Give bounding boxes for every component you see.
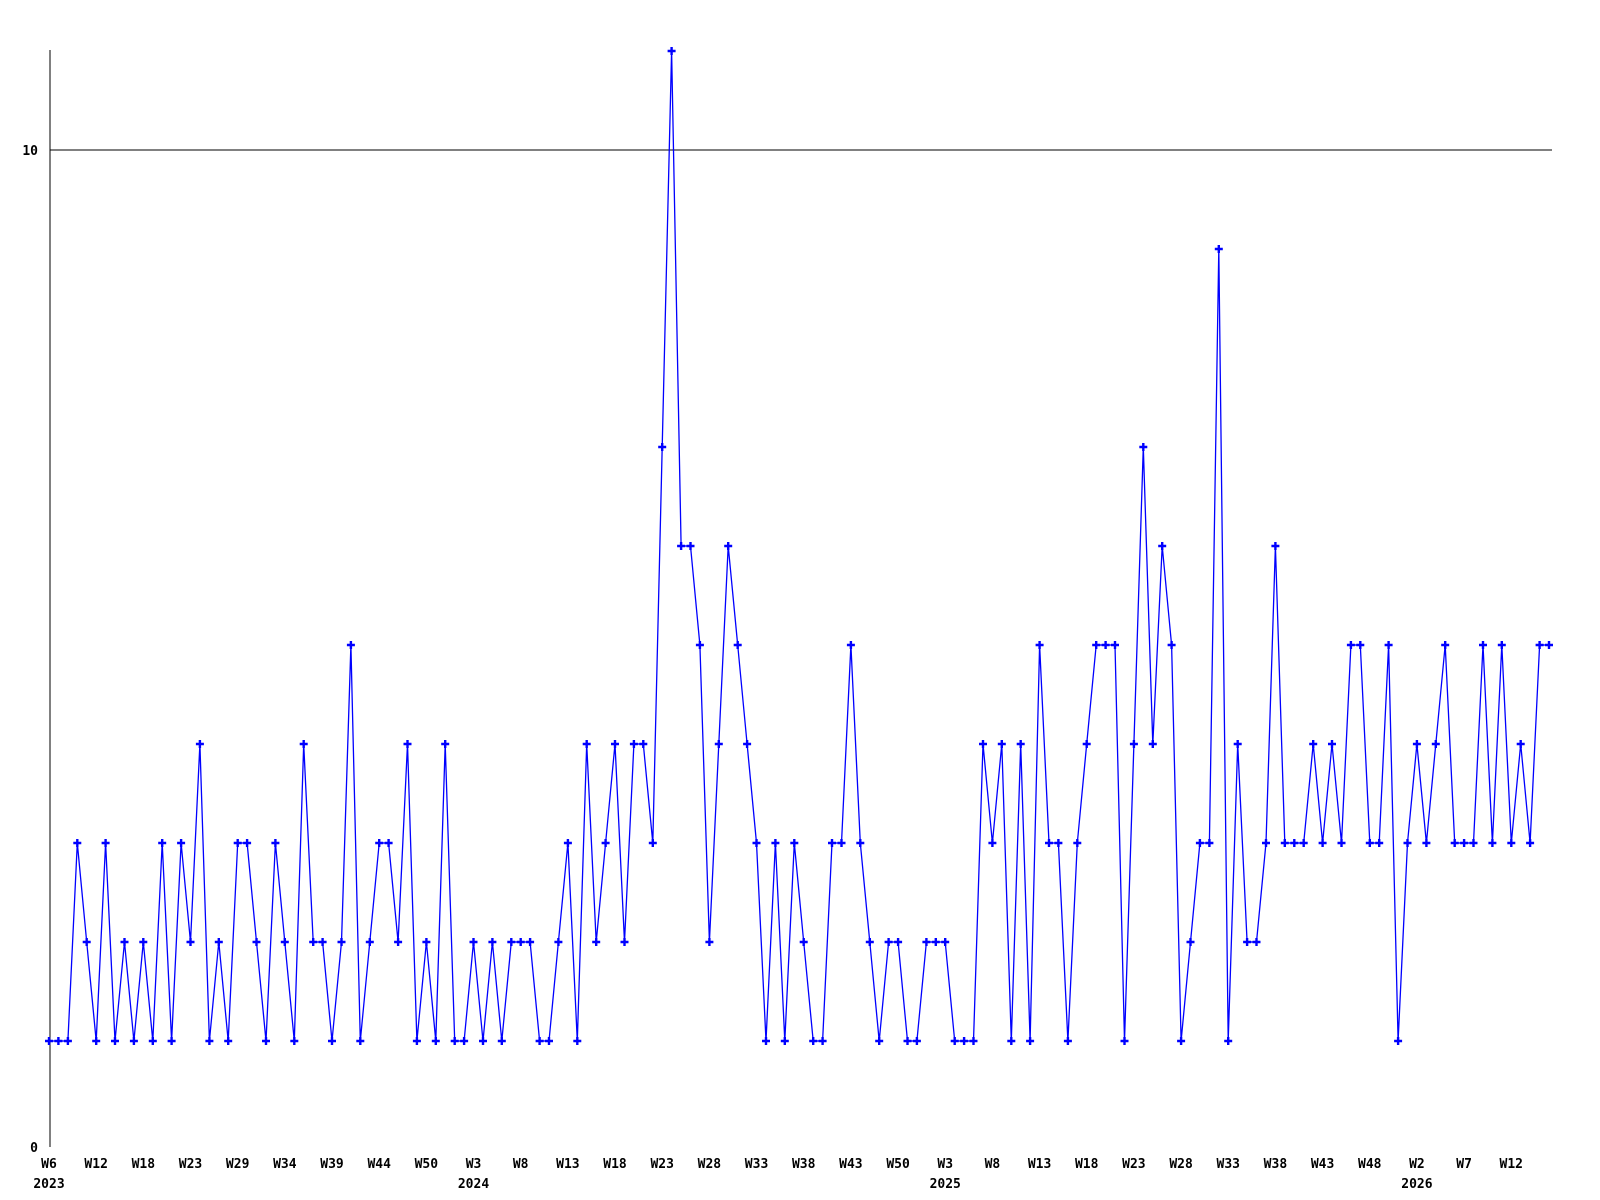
y-tick-label: 0 [30,1141,38,1156]
x-tick-label: W28 [1169,1157,1193,1172]
x-tick-label: W43 [1311,1157,1334,1172]
x-tick-label: W23 [1122,1157,1145,1172]
x-tick-label: W3 [937,1157,953,1172]
x-tick-label: W13 [1028,1157,1051,1172]
x-tick-label: W43 [839,1157,862,1172]
x-tick-label: W18 [603,1157,627,1172]
x-tick-label: W18 [1075,1157,1099,1172]
x-tick-label: W18 [132,1157,156,1172]
x-tick-label: W13 [556,1157,579,1172]
x-tick-label: W38 [792,1157,816,1172]
x-tick-label: W28 [698,1157,722,1172]
x-tick-label: W8 [985,1157,1001,1172]
x-tick-label: W23 [179,1157,202,1172]
x-tick-label: W29 [226,1157,249,1172]
x-tick-label: W38 [1264,1157,1288,1172]
x-tick-label: W33 [1217,1157,1240,1172]
x-tick-label: W12 [84,1157,107,1172]
y-tick-label: 10 [22,144,38,159]
x-tick-year-label: 2023 [33,1177,64,1192]
x-tick-label: W6 [41,1157,57,1172]
x-tick-label: W12 [1500,1157,1523,1172]
x-tick-label: W34 [273,1157,297,1172]
x-tick-label: W23 [650,1157,673,1172]
data-point-markers [45,47,1553,1045]
x-tick-label: W8 [513,1157,529,1172]
x-tick-label: W33 [745,1157,768,1172]
x-tick-label: W44 [367,1157,391,1172]
x-tick-year-label: 2024 [458,1177,489,1192]
x-tick-year-label: 2026 [1401,1177,1432,1192]
x-tick-label: W7 [1456,1157,1472,1172]
x-tick-label: W39 [320,1157,343,1172]
x-tick-label: W2 [1409,1157,1425,1172]
x-tick-label: W48 [1358,1157,1382,1172]
x-tick-label: W3 [466,1157,482,1172]
x-tick-year-label: 2025 [930,1177,961,1192]
x-tick-label: W50 [415,1157,439,1172]
x-tick-label: W50 [886,1157,910,1172]
data-line [49,50,1549,1042]
